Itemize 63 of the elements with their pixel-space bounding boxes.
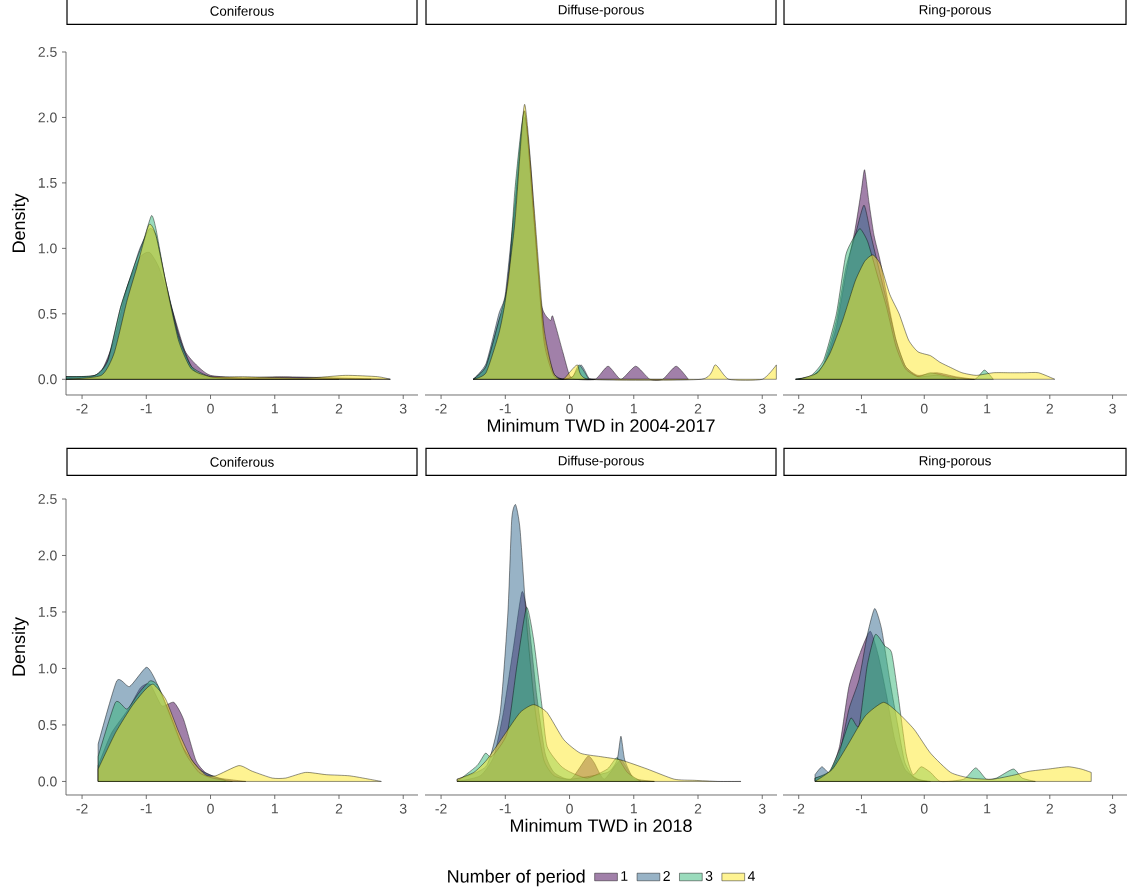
x-tick-label: 3: [399, 803, 407, 814]
x-tick-label: 1: [630, 403, 637, 414]
x-tick-label: 0: [207, 803, 214, 814]
chart-title: Diffuse-porous: [558, 455, 644, 469]
x-tick-label: -2: [76, 803, 88, 814]
y-tick-label: 2.0: [38, 550, 57, 561]
x-tick-label: 2: [335, 803, 343, 814]
x-tick-label: -2: [793, 403, 805, 414]
legend-label: 3: [705, 871, 713, 882]
x-tick-label: 0: [207, 403, 214, 414]
legend-title: Number of period: [448, 869, 585, 887]
x-tick-label: -2: [76, 403, 88, 414]
x-tick-label: -1: [855, 803, 868, 814]
x-tick-label: 1: [630, 803, 637, 814]
y-tick-label: 2.0: [38, 112, 57, 123]
y-tick-label: 1.0: [38, 243, 57, 254]
y-tick-label: 1.0: [38, 663, 57, 674]
y-axis-title: Density: [11, 617, 29, 676]
x-tick-label: 3: [1109, 803, 1116, 814]
x-tick-label: 2: [1046, 803, 1053, 814]
y-tick-label: 0.0: [38, 776, 57, 787]
x-tick-label: -1: [855, 403, 868, 414]
y-tick-label: 1.5: [38, 607, 57, 617]
x-tick-label: 0: [920, 803, 928, 814]
x-tick-label: 3: [1109, 403, 1116, 414]
x-tick-label: -1: [140, 403, 152, 414]
chart-title: Coniferous: [210, 5, 274, 16]
y-axis-title: Density: [11, 193, 29, 253]
y-tick-label: 2.5: [38, 47, 57, 57]
legend-label: 2: [663, 871, 670, 881]
x-tick-label: 3: [758, 403, 766, 414]
x-tick-label: 0: [566, 403, 573, 414]
x-tick-label: 2: [335, 403, 343, 414]
x-tick-label: 3: [758, 803, 766, 814]
x-tick-label: 1: [271, 403, 278, 414]
legend-label: 4: [747, 871, 755, 881]
chart-title: Ring-porous: [919, 4, 991, 18]
x-axis-title: Minimum TWD in 2004-2017: [487, 418, 715, 432]
x-tick-label: 2: [694, 803, 702, 814]
y-tick-label: 0.5: [38, 720, 57, 730]
x-tick-label: -2: [793, 803, 805, 814]
x-tick-label: 1: [984, 403, 991, 414]
x-tick-label: 1: [271, 803, 278, 814]
chart-title: Ring-porous: [919, 455, 991, 469]
x-tick-label: 3: [399, 403, 407, 414]
y-tick-label: 0.5: [38, 308, 57, 319]
x-tick-label: 0: [566, 803, 573, 814]
chart-title: Diffuse-porous: [558, 4, 644, 18]
y-tick-label: 2.5: [38, 494, 57, 504]
x-tick-label: 0: [920, 403, 928, 414]
x-tick-label: 2: [694, 403, 702, 414]
x-tick-label: 2: [1046, 403, 1053, 414]
x-tick-label: 1: [984, 803, 991, 814]
x-tick-label: -1: [499, 403, 511, 414]
x-tick-label: -1: [140, 803, 152, 814]
y-tick-label: 0.0: [38, 374, 57, 385]
chart-title: Coniferous: [210, 456, 274, 467]
x-tick-label: -1: [499, 803, 511, 814]
y-tick-label: 1.5: [38, 178, 57, 188]
x-axis-title: Minimum TWD in 2018: [510, 818, 692, 832]
legend-label: 1: [621, 871, 628, 881]
x-tick-label: -2: [435, 403, 447, 414]
x-tick-label: -2: [435, 803, 447, 814]
